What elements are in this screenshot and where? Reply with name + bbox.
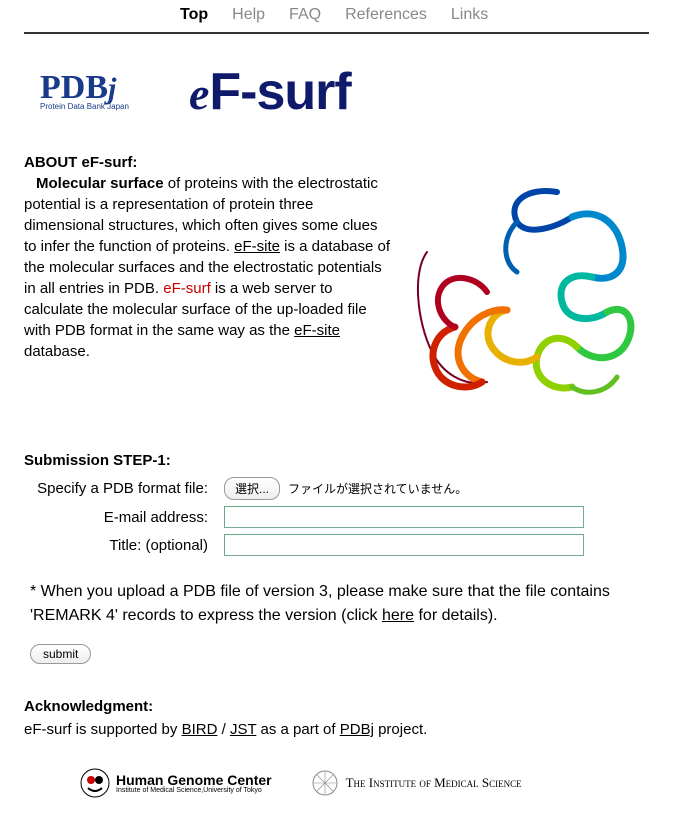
- nav-help[interactable]: Help: [232, 6, 265, 24]
- file-label: Specify a PDB format file:: [24, 480, 224, 497]
- nav-top[interactable]: Top: [180, 6, 208, 24]
- note-text-post: for details).: [414, 607, 498, 624]
- file-choose-button[interactable]: 選択...: [224, 477, 280, 500]
- about-text-4: database.: [24, 343, 90, 360]
- pdbj-logo-text: PDB: [40, 69, 108, 106]
- note-here-link[interactable]: here: [382, 607, 414, 624]
- ims-title: The Institute of Medical Science: [346, 775, 522, 791]
- nav-links[interactable]: Links: [451, 6, 488, 24]
- title-label: Title: (optional): [24, 537, 224, 554]
- hgc-subtitle: Institute of Medical Science,University …: [116, 787, 272, 794]
- note-text-pre: * When you upload a PDB file of version …: [30, 583, 610, 624]
- pdbj-logo-subtitle: Protein Data Bank Japan: [40, 102, 129, 111]
- protein-ribbon-icon: [407, 182, 647, 432]
- hgc-title: Human Genome Center: [116, 773, 272, 787]
- ack-text-pre: eF-surf is supported by: [24, 721, 182, 738]
- efsite-link[interactable]: eF-site: [234, 238, 280, 255]
- email-label: E-mail address:: [24, 509, 224, 526]
- nav-references[interactable]: References: [345, 6, 427, 24]
- about-lead-bold: Molecular surface: [36, 175, 164, 192]
- pdbj-logo[interactable]: PDBj Protein Data Bank Japan: [40, 73, 129, 111]
- pdbj-link[interactable]: PDBj: [340, 721, 374, 738]
- submit-button[interactable]: submit: [30, 644, 91, 664]
- logo-row: PDBj Protein Data Bank Japan eF-surf: [0, 52, 673, 152]
- footer-logos: Human Genome Center Institute of Medical…: [0, 756, 673, 818]
- pdbj-logo-j: j: [108, 72, 116, 105]
- ack-text-post: project.: [374, 721, 427, 738]
- hgc-icon: [80, 768, 110, 798]
- acknowledgment-section: Acknowledgment: eF-surf is supported by …: [0, 688, 673, 756]
- efsurf-logo-text: F-surf: [209, 62, 350, 122]
- file-status-text: ファイルが選択されていません。: [288, 480, 467, 497]
- efsurf-logo-e: e: [189, 67, 209, 120]
- nav-divider: [24, 32, 649, 34]
- ims-logo[interactable]: The Institute of Medical Science: [312, 770, 522, 796]
- jst-link[interactable]: JST: [230, 721, 256, 738]
- efsurf-logo: eF-surf: [189, 62, 351, 122]
- efsurf-link[interactable]: eF-surf: [163, 280, 211, 297]
- step-heading: Submission STEP-1:: [24, 452, 649, 469]
- top-nav: Top Help FAQ References Links: [0, 0, 673, 32]
- hgc-logo[interactable]: Human Genome Center Institute of Medical…: [80, 768, 272, 798]
- submission-form: Submission STEP-1: Specify a PDB format …: [0, 432, 673, 556]
- email-field[interactable]: [224, 506, 584, 528]
- efsite-link-2[interactable]: eF-site: [294, 322, 340, 339]
- protein-image: [404, 152, 649, 432]
- nav-faq[interactable]: FAQ: [289, 6, 321, 24]
- about-section: ABOUT eF-surf: Molecular surface of prot…: [24, 152, 394, 432]
- ack-text-mid: as a part of: [256, 721, 339, 738]
- bird-link[interactable]: BIRD: [182, 721, 218, 738]
- ack-sep: /: [217, 721, 230, 738]
- ack-heading: Acknowledgment:: [24, 698, 649, 715]
- upload-note: * When you upload a PDB file of version …: [0, 562, 673, 638]
- ims-icon: [312, 770, 338, 796]
- about-heading: ABOUT eF-surf:: [24, 154, 137, 171]
- title-field[interactable]: [224, 534, 584, 556]
